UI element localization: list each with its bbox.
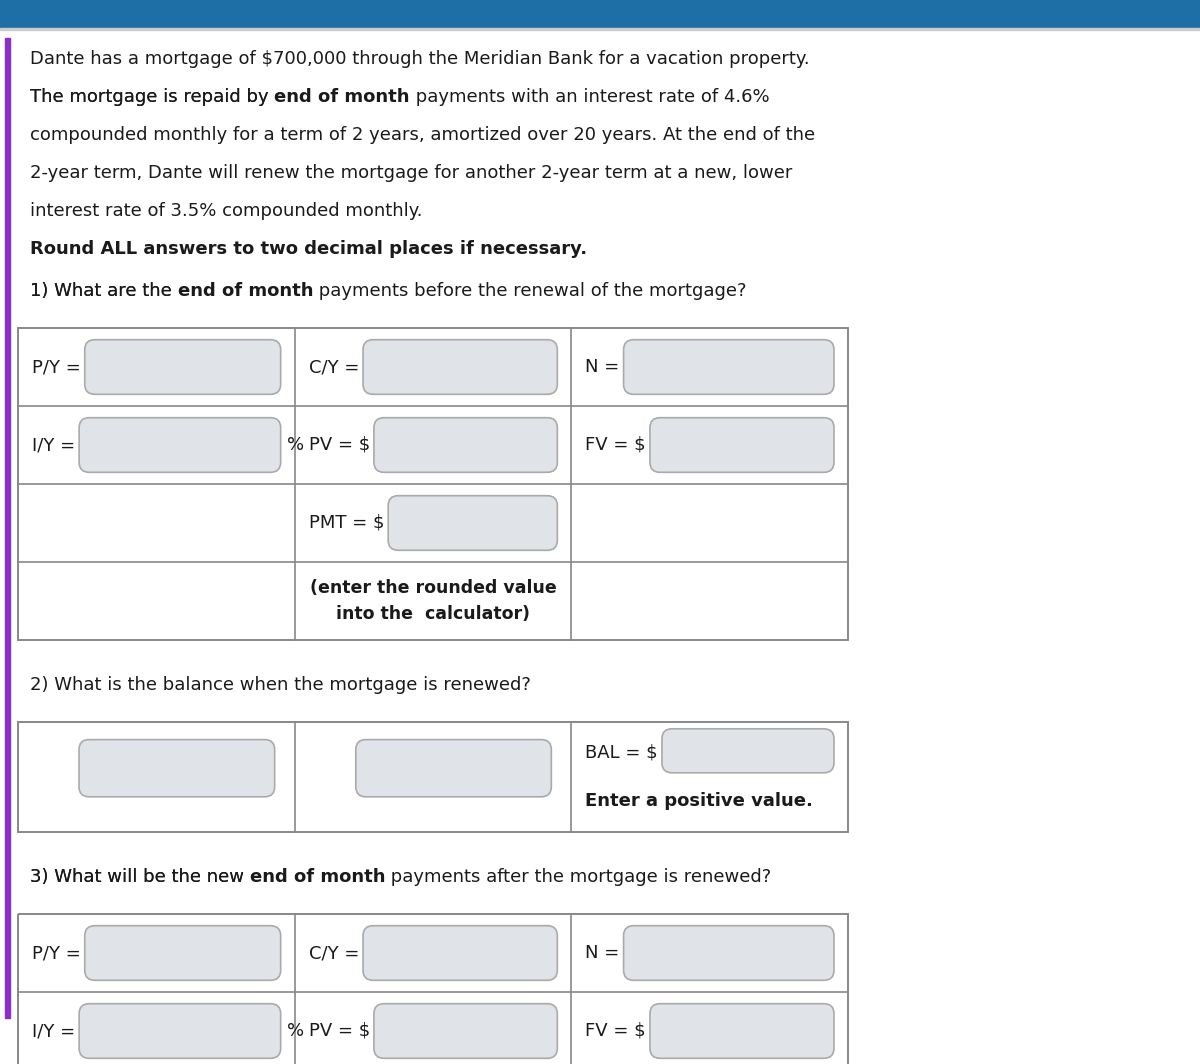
Text: payments with an interest rate of 4.6%: payments with an interest rate of 4.6%: [410, 88, 769, 106]
Text: (enter the rounded value
into the  calculator): (enter the rounded value into the calcul…: [310, 579, 557, 624]
Text: The mortgage is repaid by: The mortgage is repaid by: [30, 88, 275, 106]
Text: end of month: end of month: [250, 868, 385, 886]
FancyBboxPatch shape: [355, 739, 551, 797]
Bar: [18, 328, 848, 641]
Text: The mortgage is repaid by: The mortgage is repaid by: [30, 88, 275, 106]
Text: 3) What will be the new: 3) What will be the new: [30, 868, 250, 886]
FancyBboxPatch shape: [85, 926, 281, 980]
Bar: [18, 914, 848, 1064]
FancyBboxPatch shape: [624, 339, 834, 395]
FancyBboxPatch shape: [388, 496, 557, 550]
FancyBboxPatch shape: [624, 926, 834, 980]
Text: Round ALL answers to two decimal places if necessary.: Round ALL answers to two decimal places …: [30, 240, 587, 257]
Text: %: %: [287, 1023, 304, 1040]
Bar: [0, 0, 260, 28]
FancyBboxPatch shape: [85, 339, 281, 395]
Text: I/Y =: I/Y =: [32, 1023, 76, 1040]
Text: N =: N =: [586, 944, 619, 962]
Text: N =: N =: [586, 358, 619, 376]
Text: 1) What are the: 1) What are the: [30, 282, 178, 300]
Text: end of month: end of month: [178, 282, 313, 300]
FancyBboxPatch shape: [650, 418, 834, 472]
Bar: [18, 722, 848, 832]
FancyBboxPatch shape: [79, 418, 281, 472]
Text: C/Y =: C/Y =: [308, 358, 359, 376]
Text: PV = $: PV = $: [308, 1023, 370, 1040]
Text: FV = $: FV = $: [586, 1023, 646, 1040]
FancyBboxPatch shape: [79, 1003, 281, 1059]
Text: interest rate of 3.5% compounded monthly.: interest rate of 3.5% compounded monthly…: [30, 202, 422, 220]
Text: P/Y =: P/Y =: [32, 358, 80, 376]
Bar: [0, 0, 1200, 28]
FancyBboxPatch shape: [662, 729, 834, 772]
FancyBboxPatch shape: [374, 418, 557, 472]
Text: 3) What will be the new: 3) What will be the new: [30, 868, 250, 886]
Text: I/Y =: I/Y =: [32, 436, 76, 454]
Text: FV = $: FV = $: [586, 436, 646, 454]
Text: %: %: [287, 436, 304, 454]
FancyBboxPatch shape: [79, 739, 275, 797]
Text: 2) What is the balance when the mortgage is renewed?: 2) What is the balance when the mortgage…: [30, 676, 530, 694]
Text: 2-year term, Dante will renew the mortgage for another 2-year term at a new, low: 2-year term, Dante will renew the mortga…: [30, 164, 792, 182]
Text: compounded monthly for a term of 2 years, amortized over 20 years. At the end of: compounded monthly for a term of 2 years…: [30, 126, 815, 144]
Text: 1) What are the: 1) What are the: [30, 282, 178, 300]
FancyBboxPatch shape: [374, 1003, 557, 1059]
Bar: [5, 38, 10, 1018]
FancyBboxPatch shape: [364, 339, 557, 395]
Text: PV = $: PV = $: [308, 436, 370, 454]
Text: P/Y =: P/Y =: [32, 944, 80, 962]
Text: Dante has a mortgage of $700,000 through the Meridian Bank for a vacation proper: Dante has a mortgage of $700,000 through…: [30, 50, 810, 68]
Text: Enter a positive value.: Enter a positive value.: [586, 793, 814, 810]
Text: payments before the renewal of the mortgage?: payments before the renewal of the mortg…: [313, 282, 746, 300]
Text: BAL = $: BAL = $: [586, 744, 658, 762]
Text: payments after the mortgage is renewed?: payments after the mortgage is renewed?: [385, 868, 772, 886]
Text: PMT = $: PMT = $: [308, 514, 384, 532]
Bar: [0, 28, 1200, 30]
FancyBboxPatch shape: [650, 1003, 834, 1059]
Text: C/Y =: C/Y =: [308, 944, 359, 962]
Text: end of month: end of month: [275, 88, 410, 106]
FancyBboxPatch shape: [364, 926, 557, 980]
